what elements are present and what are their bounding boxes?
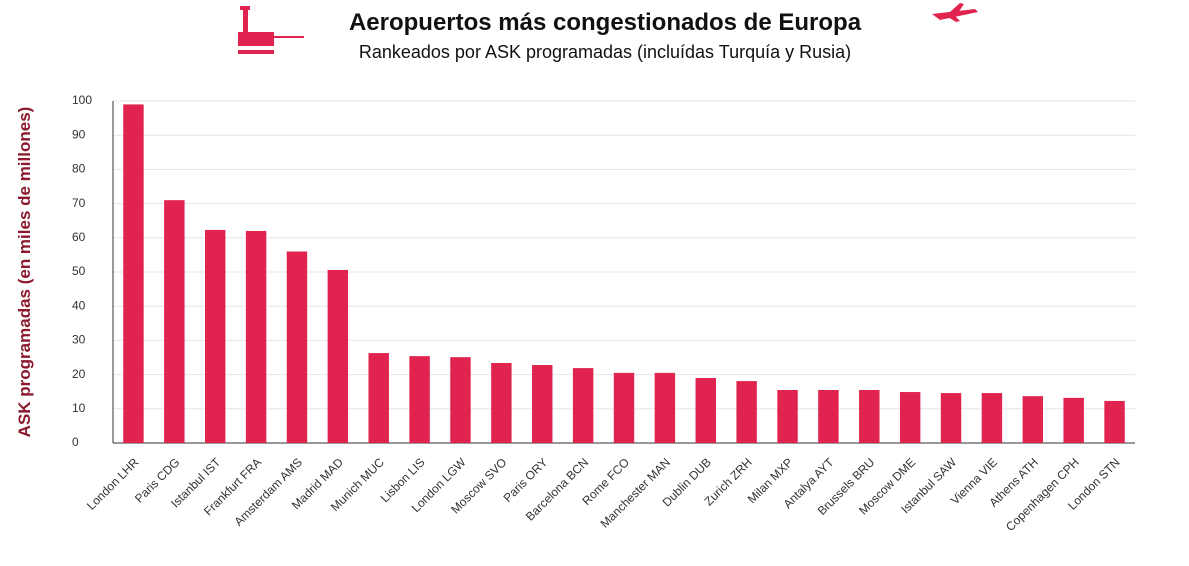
y-tick-label: 80	[72, 162, 86, 176]
bar	[695, 378, 716, 443]
bar	[572, 368, 594, 443]
bar	[859, 389, 880, 443]
bar	[164, 200, 185, 443]
bar	[736, 381, 757, 443]
bar	[1022, 396, 1044, 443]
bar	[532, 365, 553, 443]
bar	[940, 393, 962, 443]
bar	[286, 251, 308, 443]
y-tick-label: 60	[72, 230, 86, 244]
y-tick-label: 40	[72, 298, 86, 312]
y-tick-label: 30	[72, 333, 86, 347]
bar	[899, 392, 921, 443]
bar	[123, 104, 144, 444]
bar	[654, 372, 676, 443]
bar	[1104, 400, 1125, 443]
y-tick-label: 20	[72, 367, 86, 381]
x-tick-label: Manchester MAN	[598, 455, 673, 530]
bar	[409, 356, 430, 443]
bar	[1063, 397, 1084, 443]
tower-icon	[238, 6, 304, 54]
bar	[204, 229, 226, 443]
x-tick-label: London LHR	[84, 455, 142, 513]
bar	[368, 353, 389, 443]
y-tick-label: 70	[72, 196, 86, 210]
bar	[613, 372, 635, 443]
y-tick-label: 50	[72, 264, 86, 278]
bar	[450, 357, 471, 443]
bar	[777, 389, 798, 443]
bar	[818, 389, 839, 443]
plane-icon	[932, 3, 978, 22]
y-tick-label: 90	[72, 127, 86, 141]
chart-title: Aeropuertos más congestionados de Europa	[349, 9, 862, 36]
y-tick-label: 0	[72, 435, 79, 449]
bar	[981, 393, 1003, 443]
bar	[491, 362, 512, 443]
y-axis-label: ASK programadas (en miles de millones)	[15, 107, 34, 438]
chart-subtitle: Rankeados por ASK programadas (incluídas…	[359, 42, 851, 62]
y-tick-label: 100	[72, 93, 92, 107]
x-tick-label: Copenhagen CPH	[1003, 455, 1082, 534]
bar	[327, 269, 349, 443]
y-tick-label: 10	[72, 401, 86, 415]
bar	[245, 230, 267, 443]
